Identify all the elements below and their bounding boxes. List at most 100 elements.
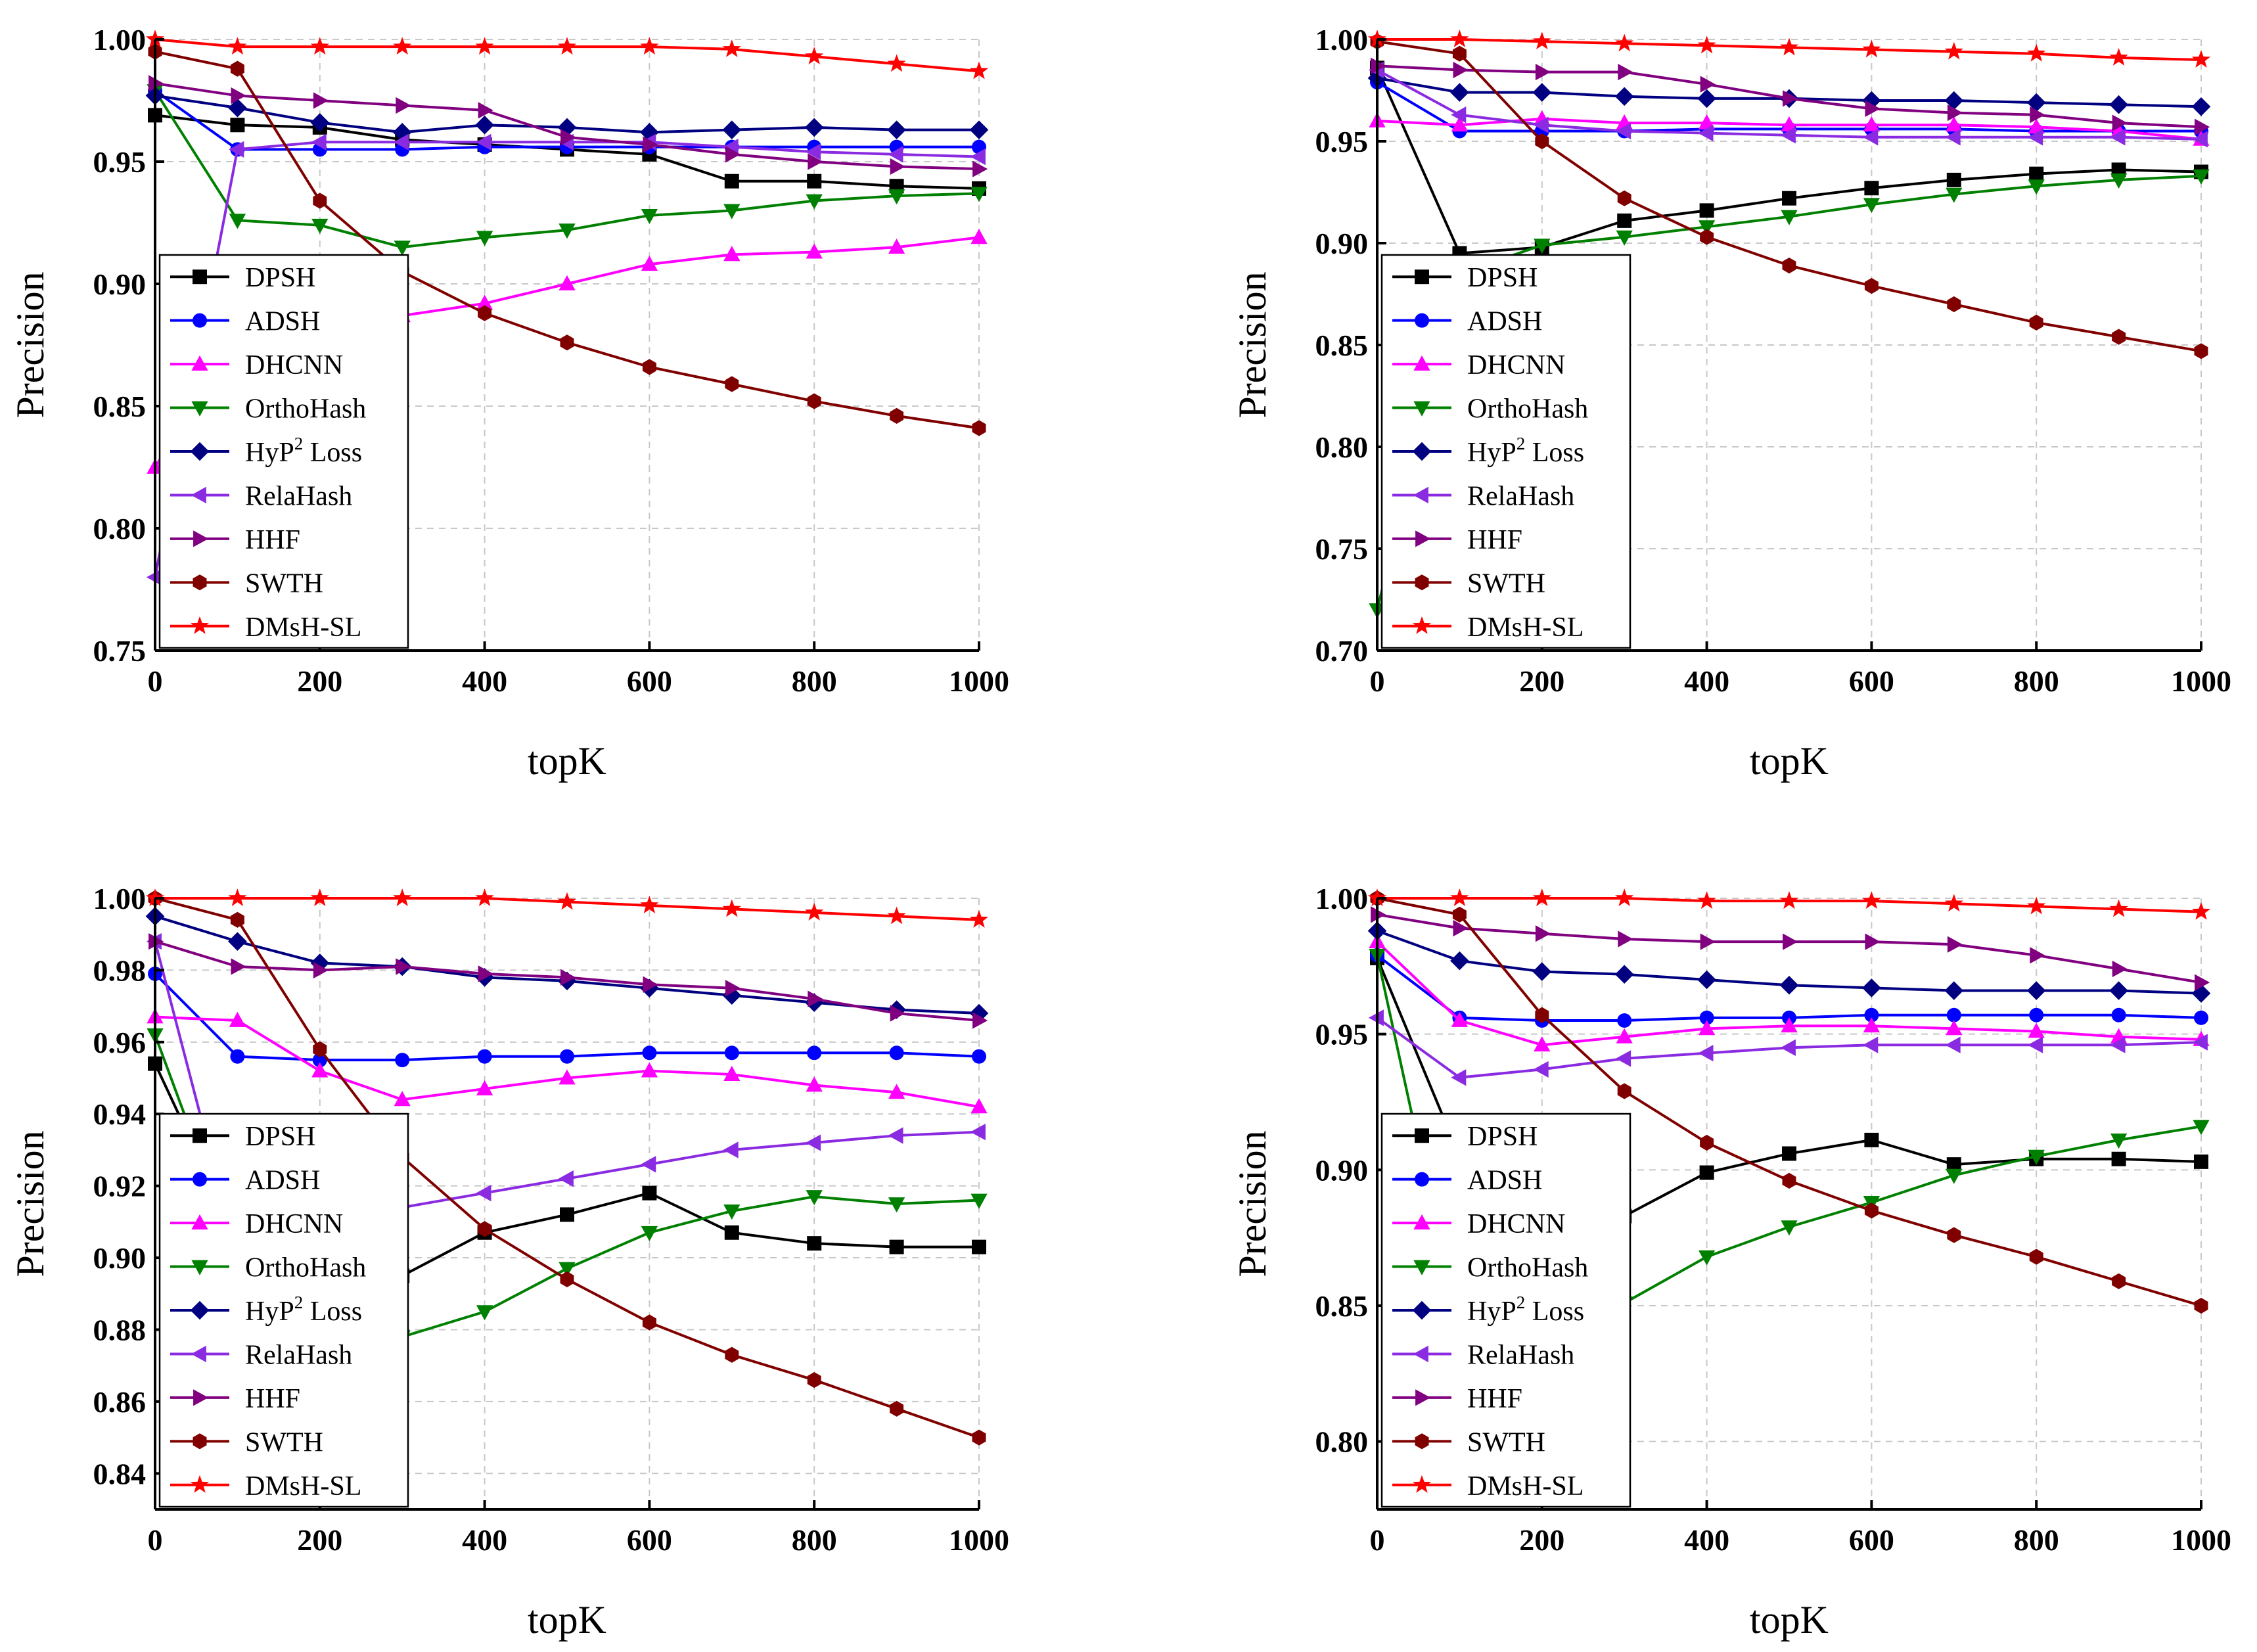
legend-marker-swth xyxy=(193,1433,207,1450)
point-dpsh xyxy=(889,1239,904,1254)
x-tick-label: 400 xyxy=(462,1523,507,1557)
point-swth xyxy=(1864,278,1879,294)
point-dhcnn xyxy=(1534,1036,1551,1052)
point-orthohash xyxy=(806,194,823,210)
legend-marker-hyp2-loss xyxy=(190,1300,210,1320)
point-orthohash xyxy=(1946,1168,1963,1184)
legend-item-hhf: HHF xyxy=(1392,525,1522,555)
legend-marker-orthohash xyxy=(191,1260,208,1275)
point-dpsh xyxy=(2111,162,2126,177)
y-tick-label: 0.95 xyxy=(93,145,147,179)
legend-label: ADSH xyxy=(245,1166,320,1196)
point-relahash xyxy=(2192,1034,2208,1051)
point-adsh xyxy=(724,1045,739,1061)
point-dmsh-sl xyxy=(640,37,659,55)
legend-label: ADSH xyxy=(1467,1166,1542,1196)
legend-label: HyP2 Loss xyxy=(245,1293,362,1327)
point-hhf xyxy=(560,969,576,986)
point-swth xyxy=(642,359,656,375)
legend-marker-dpsh xyxy=(1415,269,1429,285)
y-tick-label: 0.85 xyxy=(1315,329,1369,362)
point-swth xyxy=(1452,45,1467,62)
x-tick-label: 400 xyxy=(1684,1523,1729,1557)
legend-label: HyP2 Loss xyxy=(245,434,362,468)
point-swth xyxy=(1617,190,1631,206)
point-swth xyxy=(1947,1227,1961,1243)
legend-item-dmsh-sl: DMsH-SL xyxy=(1392,1471,1584,1502)
legend-label: RelaHash xyxy=(1467,1340,1574,1370)
point-relahash xyxy=(1698,1044,1714,1062)
legend: DPSH ADSH DHCNN OrthoHash HyP2 Loss RelaHash H… xyxy=(1380,1113,1631,1508)
point-adsh xyxy=(477,1049,492,1064)
point-hyp2-loss xyxy=(1862,978,1881,998)
x-tick-label: 200 xyxy=(1519,1523,1564,1557)
point-dpsh xyxy=(972,1239,986,1254)
x-tick-label: 1000 xyxy=(949,1523,1009,1557)
point-dmsh-sl xyxy=(1779,891,1799,909)
point-swth xyxy=(478,1221,492,1237)
point-dpsh xyxy=(230,118,245,133)
legend-marker-orthohash xyxy=(1413,1260,1430,1275)
legend-item-dmsh-sl: DMsH-SL xyxy=(170,612,361,643)
legend-item-swth: SWTH xyxy=(170,1427,323,1457)
point-orthohash xyxy=(970,187,988,202)
point-hyp2-loss xyxy=(1614,87,1634,106)
legend-label: RelaHash xyxy=(1467,481,1574,511)
point-dmsh-sl xyxy=(557,37,577,55)
y-axis-label: Precision xyxy=(1231,1130,1274,1277)
point-dmsh-sl xyxy=(310,37,329,55)
point-swth xyxy=(1617,1083,1631,1099)
point-orthohash xyxy=(723,1205,741,1220)
point-adsh xyxy=(2029,1007,2044,1022)
point-hhf xyxy=(972,1012,988,1029)
point-dmsh-sl xyxy=(1532,888,1551,907)
point-dmsh-sl xyxy=(1532,32,1551,50)
point-relahash xyxy=(1780,127,1796,144)
point-hhf xyxy=(725,146,741,163)
legend-marker-dpsh xyxy=(193,1128,207,1143)
legend-label: DMsH-SL xyxy=(245,612,361,643)
point-dmsh-sl xyxy=(1862,39,1881,58)
point-adsh xyxy=(2111,1007,2126,1022)
y-tick-label: 0.75 xyxy=(1315,532,1369,566)
point-adsh xyxy=(312,1053,327,1068)
point-dhcnn xyxy=(641,256,658,271)
legend-label: DHCNN xyxy=(245,350,343,380)
legend-item-hyp2-loss: HyP2 Loss xyxy=(170,434,362,468)
point-hhf xyxy=(2195,974,2210,991)
point-orthohash xyxy=(476,1305,493,1321)
point-hhf xyxy=(1947,936,1963,953)
point-hhf xyxy=(478,102,493,119)
point-dpsh xyxy=(1946,172,1961,187)
x-tick-label: 1000 xyxy=(2171,1523,2231,1557)
point-relahash xyxy=(1863,129,1879,146)
chart-panel-2: 0 200 400 600 800 1000 0.70 0.75 0.80 0.85 0.90 0.9… xyxy=(1231,23,2231,783)
legend-label: OrthoHash xyxy=(245,1253,366,1283)
point-orthohash xyxy=(2028,1149,2045,1165)
y-tick-label: 0.96 xyxy=(93,1026,147,1059)
point-hhf xyxy=(2112,960,2128,978)
y-tick-label: 1.00 xyxy=(1315,882,1369,915)
point-dhcnn xyxy=(1946,116,1963,132)
point-orthohash xyxy=(723,204,741,219)
point-hhf xyxy=(1453,919,1469,937)
point-adsh xyxy=(1617,1013,1632,1028)
point-swth xyxy=(1864,1203,1879,1219)
point-dpsh xyxy=(1946,1157,1961,1172)
point-adsh xyxy=(1946,1007,1961,1022)
legend-item-dmsh-sl: DMsH-SL xyxy=(1392,612,1584,643)
point-hhf xyxy=(1783,90,1798,107)
y-tick-label: 0.90 xyxy=(93,267,147,301)
point-hhf xyxy=(2112,114,2128,131)
x-tick-label: 0 xyxy=(148,1523,163,1557)
y-tick-label: 0.85 xyxy=(93,390,147,423)
x-tick-label: 200 xyxy=(297,1523,342,1557)
y-tick-label: 0.88 xyxy=(93,1313,147,1346)
series-line-hhf xyxy=(1377,913,2202,984)
point-orthohash xyxy=(2193,169,2210,185)
legend-label: DHCNN xyxy=(245,1209,343,1239)
legend-marker-relahash xyxy=(1413,1345,1428,1363)
y-axis-label: Precision xyxy=(9,1130,52,1277)
point-hhf xyxy=(231,87,246,104)
point-dhcnn xyxy=(1698,114,1716,129)
